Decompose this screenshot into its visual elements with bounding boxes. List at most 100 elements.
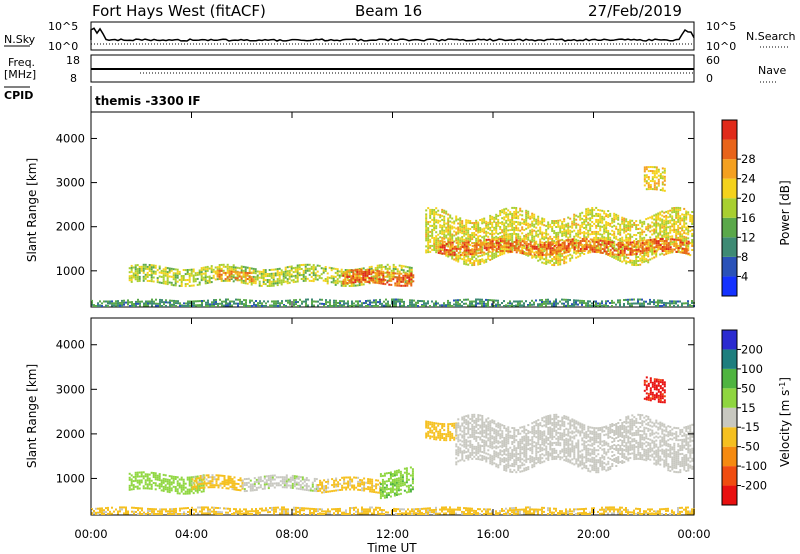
- power-cell: [172, 278, 175, 281]
- power-cell: [639, 219, 642, 222]
- power-cell: [127, 301, 129, 304]
- noise-panel: N.Sky 10^5 10^0 10^5 10^0 N.Search: [4, 20, 796, 53]
- power-cell: [332, 277, 335, 280]
- power-cell: [338, 274, 341, 277]
- velocity-cell: [190, 480, 193, 483]
- power-cell: [569, 240, 572, 243]
- power-cell: [543, 253, 546, 256]
- velocity-cell: [251, 483, 254, 486]
- power-cell: [295, 301, 297, 304]
- power-cell: [613, 212, 616, 215]
- velocity-cell: [265, 481, 268, 484]
- power-cell: [130, 270, 133, 273]
- velocity-cell: [279, 484, 282, 487]
- power-cell: [507, 213, 510, 216]
- power-cell: [605, 242, 608, 245]
- power-cell: [617, 238, 620, 241]
- power-cell: [561, 247, 564, 250]
- power-cell: [633, 243, 636, 246]
- power-cell: [222, 271, 225, 274]
- velocity-cell: [134, 475, 137, 478]
- power-cell: [637, 246, 640, 249]
- power-cell: [447, 245, 450, 248]
- power-cell: [244, 270, 247, 273]
- power-cell: [575, 232, 578, 235]
- power-cell: [573, 235, 576, 238]
- power-cell: [241, 302, 243, 305]
- power-cell: [495, 244, 498, 246]
- power-cell: [651, 221, 654, 224]
- power-cell: [160, 271, 163, 274]
- velocity-cell: [247, 485, 250, 488]
- power-cell: [571, 254, 574, 257]
- power-cell: [374, 267, 377, 269]
- power-cell: [463, 224, 466, 227]
- power-cell: [691, 249, 694, 251]
- power-cell: [685, 248, 688, 251]
- power-cell: [601, 217, 604, 220]
- power-cell: [387, 302, 389, 305]
- power-cell: [655, 305, 657, 307]
- power-cell: [523, 302, 525, 305]
- power-cell: [461, 238, 464, 241]
- power-cell: [563, 256, 566, 259]
- power-cell: [491, 233, 494, 236]
- power-cell: [503, 212, 506, 215]
- power-cell: [639, 231, 642, 234]
- power-cell: [254, 268, 257, 271]
- power-cell: [555, 260, 558, 262]
- power-cell: [569, 229, 572, 232]
- power-cell: [581, 211, 584, 214]
- velocity-cell: [301, 478, 304, 481]
- power-cell: [433, 239, 436, 241]
- power-cell: [346, 270, 349, 273]
- power-cell: [633, 245, 636, 248]
- velocity-cell: [202, 490, 205, 493]
- power-cell: [647, 261, 650, 264]
- power-cell: [643, 168, 646, 171]
- power-cell: [557, 225, 560, 228]
- power-cell: [617, 253, 620, 256]
- power-cell: [473, 264, 476, 266]
- power-cell: [617, 243, 620, 246]
- power-cell: [597, 233, 600, 235]
- power-cell: [653, 240, 656, 243]
- power-cell: [238, 275, 241, 278]
- power-cell: [461, 245, 464, 248]
- power-cell: [286, 278, 289, 281]
- power-cell: [379, 298, 381, 301]
- power-cell: [433, 225, 436, 227]
- power-cell: [189, 300, 191, 303]
- velocity-cell: [297, 477, 300, 480]
- power-cell: [629, 219, 632, 222]
- power-cell: [208, 281, 211, 284]
- velocity-cell: [241, 484, 244, 487]
- power-cell: [343, 305, 345, 307]
- power-cell: [559, 227, 562, 230]
- power-cell: [625, 220, 628, 223]
- velocity-cell: [176, 490, 179, 493]
- power-cell: [385, 302, 387, 305]
- power-cell: [358, 282, 361, 285]
- power-cell: [689, 230, 692, 233]
- power-cell: [529, 225, 532, 228]
- power-cell: [597, 215, 600, 217]
- power-cell: [376, 273, 379, 276]
- power-cell: [665, 250, 668, 253]
- power-cell: [673, 300, 675, 303]
- power-cell: [603, 226, 606, 229]
- power-cell: [571, 226, 574, 229]
- power-cell: [224, 265, 227, 268]
- power-cell: [581, 221, 584, 224]
- power-cell: [591, 233, 594, 235]
- power-cell: [215, 299, 217, 301]
- power-cell: [304, 271, 307, 274]
- power-cell: [503, 226, 506, 229]
- power-cell: [481, 246, 484, 249]
- power-cell: [381, 302, 383, 305]
- velocity-cell: [251, 489, 254, 492]
- power-cell: [687, 302, 689, 305]
- velocity-cell: [178, 478, 181, 481]
- velocity-cell: [182, 492, 185, 495]
- power-cell: [505, 219, 508, 222]
